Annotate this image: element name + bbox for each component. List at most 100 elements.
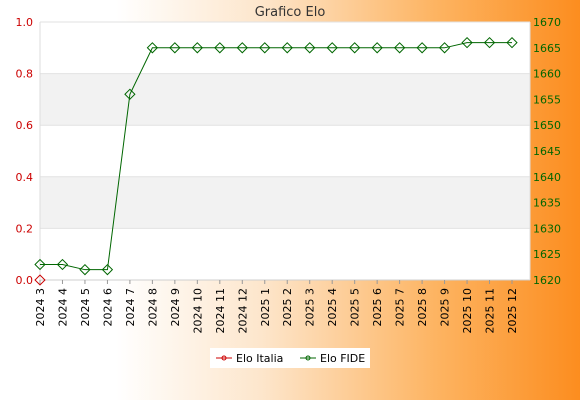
right-tick-label: 1630: [533, 222, 561, 235]
x-tick-label: 2024 4: [56, 288, 69, 327]
data-point: [393, 42, 406, 54]
data-point-marker: [326, 42, 338, 54]
data-point-marker: [169, 42, 181, 54]
data-point: [483, 36, 496, 49]
legend-box: [210, 348, 370, 368]
data-point-marker: [259, 42, 271, 54]
x-tick-label: 2024 5: [79, 288, 92, 327]
data-point: [56, 258, 69, 271]
data-point-marker: [483, 36, 496, 49]
data-point-marker: [371, 42, 383, 54]
data-point: [34, 258, 46, 271]
right-tick-label: 1620: [533, 274, 561, 287]
data-point-marker: [281, 42, 293, 54]
data-point: [169, 42, 181, 54]
x-tick-label: 2025 10: [461, 288, 474, 334]
x-tick-label: 2024 10: [191, 288, 204, 334]
data-point-marker: [56, 258, 69, 271]
x-tick-label: 2024 7: [124, 288, 137, 327]
series-line-1: [40, 42, 512, 271]
data-point: [371, 42, 383, 54]
legend-marker-elo-fide: [305, 355, 311, 361]
series-layer: [34, 36, 518, 286]
x-tick-label: 2024 8: [146, 288, 159, 327]
data-point-marker: [214, 42, 226, 54]
x-tick-label: 2025 6: [371, 288, 384, 327]
x-tick-label: 2025 11: [484, 288, 497, 334]
right-tick-label: 1670: [533, 16, 561, 29]
data-point: [461, 36, 473, 49]
data-point-marker: [101, 264, 114, 276]
data-point: [259, 42, 271, 54]
data-point-marker: [124, 88, 136, 100]
grid-bands: [40, 21, 530, 281]
x-tick-label: 2025 8: [416, 288, 429, 327]
right-tick-label: 1645: [533, 145, 561, 158]
data-point-marker: [236, 42, 248, 54]
x-tick-label: 2024 6: [101, 288, 114, 327]
left-tick-label: 0.8: [16, 68, 34, 81]
right-tick-label: 1660: [533, 68, 561, 81]
data-point-marker: [79, 264, 91, 276]
data-point: [326, 42, 338, 54]
left-tick-label: 0.4: [16, 171, 34, 184]
data-point: [34, 274, 46, 286]
x-tick-label: 2025 12: [506, 288, 519, 334]
legend-label-elo-italia: Elo Italia: [236, 352, 283, 365]
x-tick-label: 2025 4: [326, 288, 339, 327]
x-tick-label: 2025 9: [439, 288, 452, 327]
plot-background: [40, 22, 530, 280]
right-tick-label: 1665: [533, 42, 561, 55]
data-point: [79, 264, 91, 276]
data-point: [506, 36, 518, 49]
data-point-marker: [191, 42, 203, 54]
grid-band: [40, 176, 530, 229]
data-point: [124, 88, 136, 100]
data-point: [214, 42, 226, 54]
data-point: [146, 42, 159, 54]
data-point-marker: [349, 42, 361, 54]
data-point-marker: [393, 42, 406, 54]
right-tick-label: 1625: [533, 248, 561, 261]
legend-label-elo-fide: Elo FIDE: [320, 352, 365, 365]
data-point: [304, 42, 316, 54]
x-tick-label: 2024 3: [34, 288, 47, 327]
data-point-marker: [34, 258, 46, 271]
x-axis-ticks: 2024 3 2024 4 2024 5 2024 6 2024 7 2024 8 2024…: [34, 280, 519, 334]
right-tick-label: 1640: [533, 171, 561, 184]
data-point: [416, 42, 428, 54]
legend: Elo Italia Elo FIDE: [210, 348, 370, 368]
x-tick-label: 2025 7: [394, 288, 407, 327]
data-point-marker: [304, 42, 316, 54]
left-axis-ticks: 0.0 0.2 0.4 0.6 0.8 1.0: [16, 16, 34, 287]
legend-marker-elo-italia: [221, 355, 227, 361]
data-point: [349, 42, 361, 54]
left-tick-label: 1.0: [16, 16, 34, 29]
x-tick-label: 2025 1: [259, 288, 272, 327]
right-tick-label: 1655: [533, 93, 561, 106]
x-tick-label: 2025 3: [304, 288, 317, 327]
data-point-marker: [416, 42, 428, 54]
grid-band: [40, 73, 530, 126]
data-point-marker: [506, 36, 518, 49]
data-point-marker: [438, 42, 451, 54]
chart-title: Grafico Elo: [255, 5, 326, 20]
right-tick-label: 1650: [533, 119, 561, 132]
data-point: [281, 42, 293, 54]
x-tick-label: 2024 9: [169, 288, 182, 327]
left-tick-label: 0.6: [16, 119, 34, 132]
left-tick-label: 0.0: [16, 274, 34, 287]
right-axis-ticks: 1620 1625 1630 1635 1640 1645 1650 1655 1660 1665…: [533, 16, 561, 287]
x-tick-label: 2025 2: [281, 288, 294, 327]
data-point: [236, 42, 248, 54]
x-tick-label: 2024 11: [214, 288, 227, 334]
x-tick-label: 2025 5: [349, 288, 362, 327]
data-point-marker: [146, 42, 159, 54]
right-tick-label: 1635: [533, 197, 561, 210]
data-point: [191, 42, 203, 54]
x-tick-label: 2024 12: [236, 288, 249, 334]
data-point-marker: [461, 36, 473, 49]
left-tick-label: 0.2: [16, 222, 34, 235]
data-point-marker: [34, 274, 46, 286]
